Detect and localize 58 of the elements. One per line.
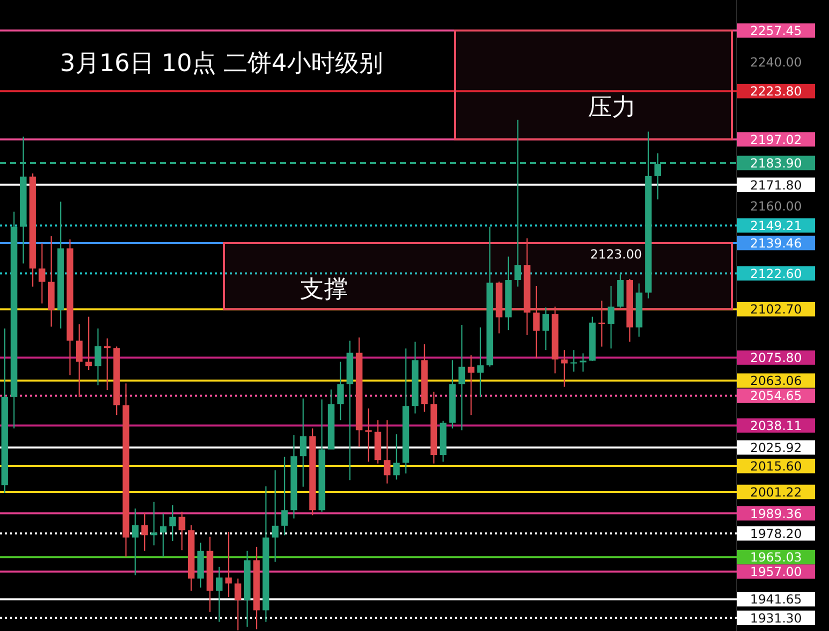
candlestick xyxy=(272,470,279,562)
ref-line-label: 2075.80 xyxy=(750,350,802,366)
band-label: 支撑 xyxy=(300,275,348,304)
ref-line-label: 2183.90 xyxy=(750,155,802,170)
ref-line-label: 1978.20 xyxy=(750,526,802,541)
candlestick xyxy=(542,306,550,351)
candlestick xyxy=(76,324,83,398)
ref-line-label: 1941.65 xyxy=(750,592,802,607)
candlestick xyxy=(281,456,288,536)
y-tick-label: 2240.00 xyxy=(750,54,802,70)
candlestick xyxy=(169,504,176,542)
candlestick xyxy=(477,326,484,398)
candlestick xyxy=(561,349,568,388)
candlestick xyxy=(141,512,148,552)
candlestick xyxy=(598,300,606,348)
ref-line-label: 2102.70 xyxy=(750,302,802,317)
candlestick xyxy=(216,566,223,622)
candlestick xyxy=(608,285,614,350)
ref-line-label: 1989.36 xyxy=(750,506,802,521)
candlestick xyxy=(132,508,139,576)
ref-line-label: 2197.02 xyxy=(750,132,802,147)
candlestick xyxy=(337,361,344,421)
candlestick xyxy=(384,420,390,484)
ref-line-label: 2063.06 xyxy=(750,373,802,388)
candlestick xyxy=(580,352,586,372)
ref-line-label: 1931.30 xyxy=(750,610,802,626)
ref-line-label: 2054.65 xyxy=(750,388,802,404)
candlestick xyxy=(365,408,372,462)
ref-line-label: 2139.46 xyxy=(750,236,802,250)
ref-line-label: 1965.03 xyxy=(750,550,802,565)
candlestick xyxy=(234,578,242,631)
candlestick xyxy=(150,501,158,546)
ref-line-label: 2171.80 xyxy=(750,177,802,192)
annotation: 2123.00 xyxy=(590,246,642,262)
ref-line-label: 2122.60 xyxy=(750,266,802,281)
ref-line-label: 2025.92 xyxy=(750,440,802,455)
y-tick-label: 2160.00 xyxy=(750,198,802,214)
candlestick xyxy=(85,316,92,371)
band-label: 压力 xyxy=(588,92,636,121)
text: 3月16日 10点 二饼4小时级别 xyxy=(60,49,383,77)
candlestick xyxy=(38,242,46,304)
candlestick xyxy=(94,328,102,386)
candlestick xyxy=(160,512,167,558)
ref-line-label: 2015.60 xyxy=(750,458,802,474)
ref-line-label: 2149.21 xyxy=(750,218,802,233)
ref-line-label: 2001.22 xyxy=(750,484,802,500)
candlestick xyxy=(225,531,232,598)
ref-line-label: 1957.00 xyxy=(750,564,802,580)
candlestick xyxy=(104,338,111,391)
candlestick xyxy=(300,398,306,488)
candlestick xyxy=(178,511,186,551)
ref-line-label: 2038.11 xyxy=(750,418,802,434)
candlestick xyxy=(393,434,400,480)
candlestick xyxy=(468,354,474,416)
ref-line-label: 2257.45 xyxy=(750,23,802,38)
ref-line-label: 2223.80 xyxy=(750,84,802,99)
candlestick xyxy=(458,324,466,431)
candlestick xyxy=(533,285,540,359)
